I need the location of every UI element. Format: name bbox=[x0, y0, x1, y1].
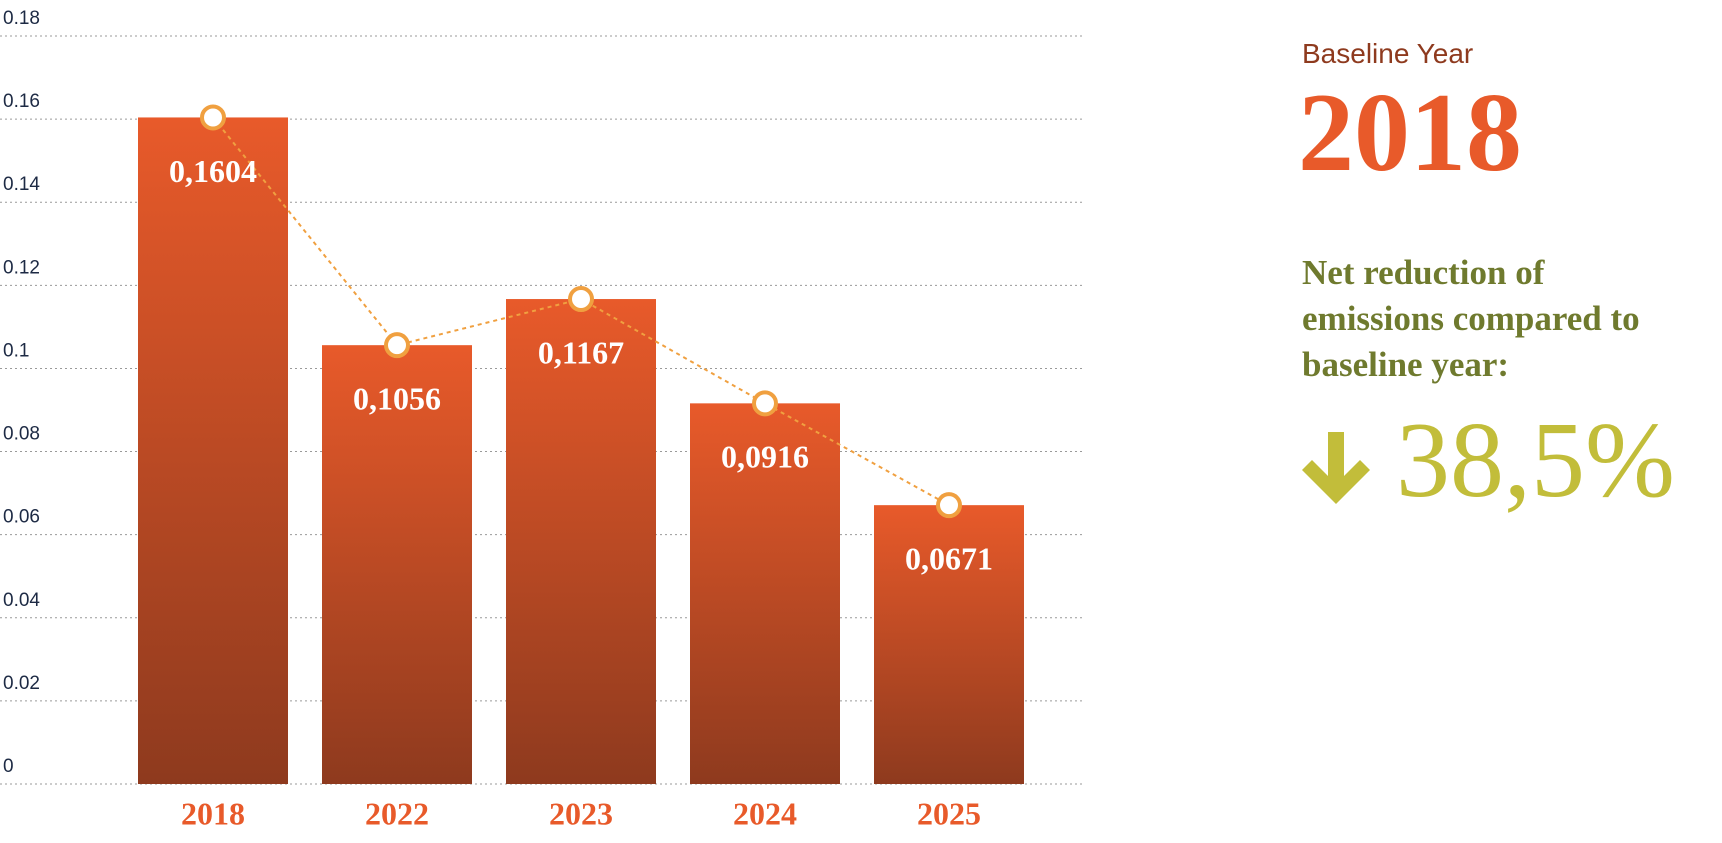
bar bbox=[690, 403, 840, 784]
bar bbox=[874, 505, 1024, 784]
bar bbox=[138, 117, 288, 784]
trend-point bbox=[752, 390, 778, 417]
bar bbox=[322, 345, 472, 784]
y-tick-label: 0.16 bbox=[3, 91, 40, 112]
value-label: 0,1167 bbox=[538, 334, 624, 370]
value-label: 0,0916 bbox=[721, 439, 809, 475]
value-label: 0,1604 bbox=[169, 153, 257, 189]
y-tick-label: 0.08 bbox=[3, 424, 40, 445]
trend-point bbox=[936, 492, 962, 519]
y-tick-label: 0.1 bbox=[3, 340, 29, 361]
y-tick-label: 0.18 bbox=[3, 8, 40, 29]
baseline-label: Baseline Year bbox=[1302, 38, 1474, 69]
x-tick-label: 2018 bbox=[181, 795, 245, 831]
x-tick-label: 2022 bbox=[365, 795, 429, 831]
value-label: 0,0671 bbox=[905, 541, 993, 577]
trend-point bbox=[568, 286, 594, 313]
reduction-caption: Net reduction of emissions compared to b… bbox=[1302, 253, 1640, 384]
trend-point bbox=[200, 104, 226, 131]
bar bbox=[506, 299, 656, 784]
reduction-value: 38,5% bbox=[1396, 401, 1675, 520]
y-tick-label: 0.06 bbox=[3, 507, 40, 528]
trend-point bbox=[384, 332, 410, 359]
x-tick-label: 2023 bbox=[549, 795, 613, 831]
x-tick-label: 2024 bbox=[733, 795, 797, 831]
y-tick-label: 0 bbox=[3, 756, 14, 777]
y-tick-label: 0.04 bbox=[3, 590, 40, 611]
y-tick-label: 0.02 bbox=[3, 673, 40, 694]
y-tick-label: 0.14 bbox=[3, 174, 40, 195]
y-tick-label: 0.12 bbox=[3, 257, 40, 278]
value-label: 0,1056 bbox=[353, 381, 441, 417]
down-arrow-icon bbox=[1302, 432, 1370, 504]
x-tick-label: 2025 bbox=[917, 795, 981, 831]
baseline-year: 2018 bbox=[1298, 71, 1522, 195]
